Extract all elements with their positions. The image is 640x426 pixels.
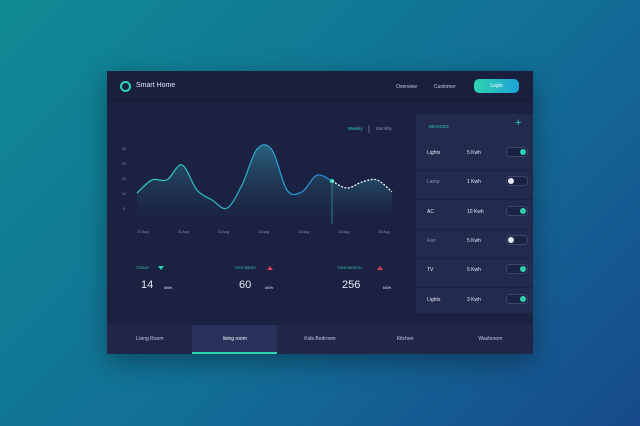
dashboard-card: Smart Home Overview Customer Login DEVIC… bbox=[107, 71, 533, 354]
room-tab[interactable]: living room bbox=[192, 325, 278, 354]
app-title: Smart Home bbox=[136, 82, 176, 89]
y-tick-label: 25 bbox=[122, 147, 126, 151]
toggle-knob bbox=[520, 149, 526, 155]
device-usage: 5 Kwh bbox=[467, 237, 481, 244]
room-tab[interactable]: Kids Bedroom bbox=[304, 336, 336, 342]
devices-panel: DEVICES + Lights 5 Kwh Lamp 1 Kwh AC 10 Kwh Fan 5… bbox=[416, 114, 533, 313]
device-usage: 1 Kwh bbox=[467, 179, 481, 186]
device-name: Lights bbox=[427, 150, 441, 156]
device-usage: 3 Kwh bbox=[467, 296, 481, 303]
chart-tab[interactable]: Monthly bbox=[376, 126, 393, 131]
x-tick-label: 24 Aug bbox=[298, 230, 309, 234]
trend-icon bbox=[377, 266, 383, 270]
device-usage: 10 Kwh bbox=[467, 208, 484, 215]
room-tabs: Living Room living room Kids Bedroom Kitche… bbox=[107, 325, 533, 354]
separator bbox=[416, 228, 533, 230]
stat-value: 60 bbox=[239, 279, 251, 291]
toggle-knob bbox=[508, 236, 514, 243]
logo bbox=[120, 81, 131, 92]
x-tick-label: 20 Aug bbox=[138, 230, 149, 234]
room-tab[interactable]: Washroom bbox=[478, 336, 503, 342]
room-tab[interactable]: Kitchen bbox=[396, 336, 414, 342]
trend-icon bbox=[158, 266, 164, 270]
x-tick-label: 22 Aug bbox=[218, 230, 229, 234]
x-tick-label: 25 Aug bbox=[338, 230, 349, 234]
device-usage: 5 Kwh bbox=[467, 150, 481, 156]
login-button[interactable]: Login bbox=[474, 79, 519, 93]
header: Smart Home Overview Customer Login bbox=[107, 71, 533, 101]
toggle[interactable] bbox=[506, 147, 528, 157]
room-tab[interactable]: Living Room bbox=[135, 336, 164, 342]
toggle[interactable] bbox=[506, 234, 528, 245]
toggle-knob bbox=[520, 266, 526, 273]
toggle[interactable] bbox=[506, 176, 528, 187]
y-tick-label: 15 bbox=[122, 177, 126, 181]
separator bbox=[416, 257, 533, 259]
chart-tab[interactable]: Weekly bbox=[348, 126, 363, 131]
toggle-knob bbox=[520, 207, 526, 214]
device-usage: 5 Kwh bbox=[467, 267, 481, 274]
x-tick-label: 21 Aug bbox=[178, 230, 189, 234]
y-tick-label: 10 bbox=[122, 192, 126, 196]
device-name: TV bbox=[427, 267, 434, 274]
x-tick-label: 23 Aug bbox=[258, 230, 269, 234]
stat-unit: kWh bbox=[383, 285, 391, 290]
add-button[interactable]: + bbox=[515, 117, 522, 129]
toggle[interactable] bbox=[506, 205, 528, 216]
device-name: Lights bbox=[427, 296, 441, 303]
area bbox=[137, 144, 332, 224]
stat-value: 256 bbox=[342, 279, 360, 291]
toggle[interactable] bbox=[506, 293, 528, 304]
stat-label: TODAY bbox=[136, 265, 150, 270]
nav-link[interactable]: Customer bbox=[434, 84, 456, 90]
line bbox=[136, 144, 333, 210]
trend-icon bbox=[267, 266, 273, 270]
stat-label: THIS MONTH bbox=[337, 265, 362, 270]
y-tick-label: 20 bbox=[122, 162, 126, 166]
y-tick-label: 5 bbox=[123, 207, 125, 211]
device-name: Lamp bbox=[427, 179, 440, 186]
separator bbox=[416, 199, 533, 201]
toggle[interactable] bbox=[506, 264, 528, 275]
separator bbox=[416, 287, 533, 289]
toggle-knob bbox=[508, 178, 514, 185]
nav-link[interactable]: Overview bbox=[396, 84, 417, 90]
stat-label: THIS WEEK bbox=[234, 265, 256, 270]
toggle-knob bbox=[520, 295, 526, 302]
line bbox=[331, 178, 393, 193]
area bbox=[332, 179, 392, 224]
separator bbox=[416, 170, 533, 171]
stat-value: 14 bbox=[141, 279, 153, 291]
stat-unit: kWh bbox=[164, 285, 172, 290]
devices-title: DEVICES bbox=[429, 124, 449, 129]
device-name: AC bbox=[427, 208, 434, 215]
stat-unit: kWh bbox=[265, 285, 273, 290]
x-tick-label: 26 Aug bbox=[379, 230, 390, 234]
device-name: Fan bbox=[427, 237, 436, 244]
